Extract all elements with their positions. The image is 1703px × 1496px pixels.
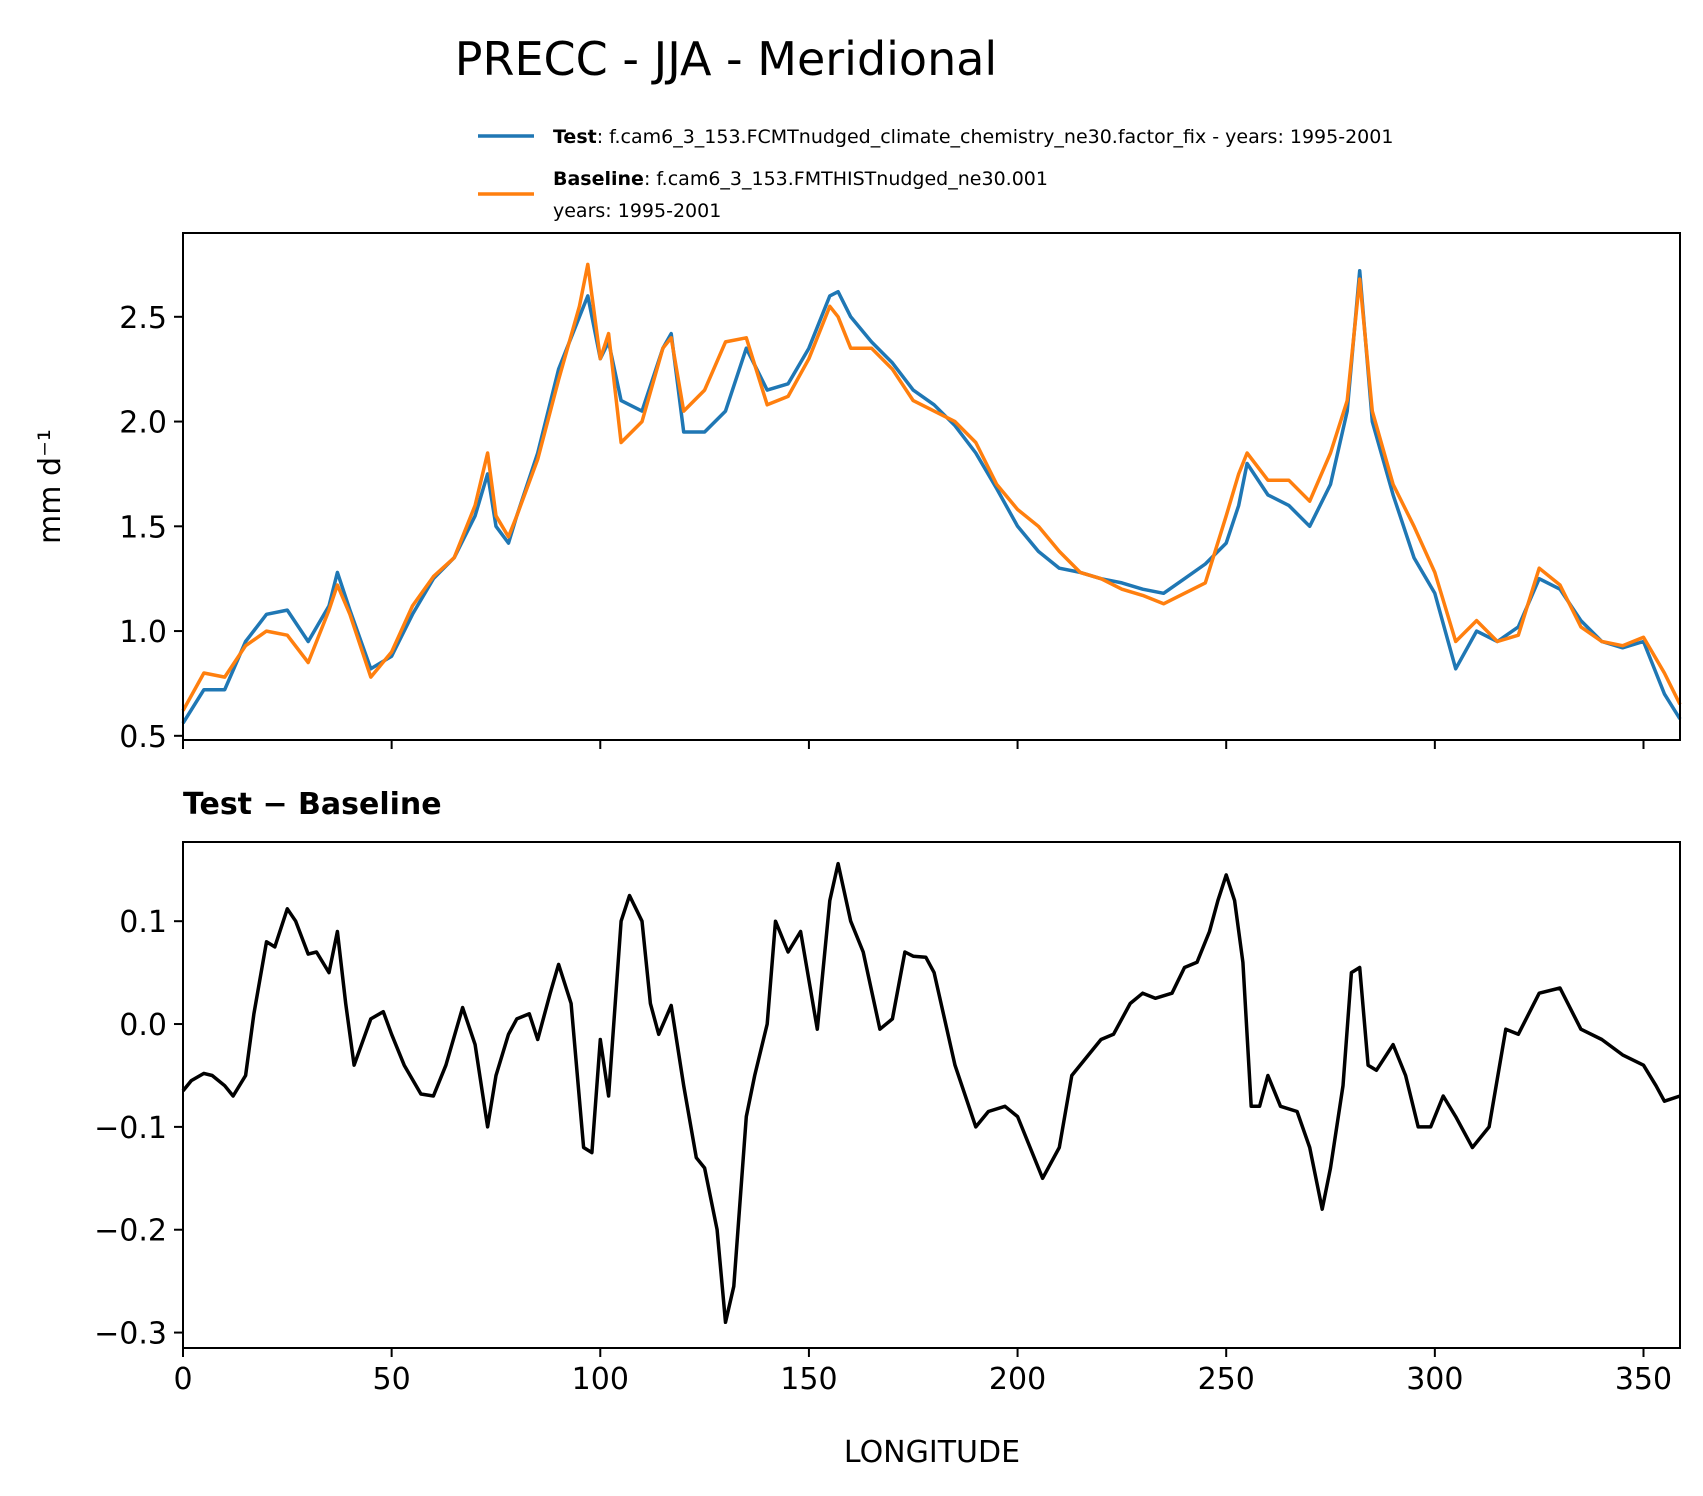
- y-tick-label: −0.2: [94, 1214, 167, 1249]
- y-tick-label: −0.3: [94, 1317, 167, 1352]
- series-line-test: [181, 268, 1682, 725]
- plot-frame: [182, 841, 1681, 1349]
- legend-entry-baseline: Baseline: f.cam6_3_153.FMTHISTnudged_ne3…: [553, 168, 1048, 190]
- top-panel: 0.5 1.0 1.5 2.0 2.5 mm d⁻¹: [33, 232, 1682, 755]
- legend: Test: f.cam6_3_153.FCMTnudged_climate_ch…: [478, 126, 1393, 222]
- y-tick-label: 1.5: [119, 510, 167, 545]
- y-tick-label: −0.1: [94, 1111, 167, 1146]
- x-axis-label: LONGITUDE: [844, 1435, 1020, 1470]
- x-tick-label: 100: [572, 1362, 629, 1397]
- x-tick-label: 300: [1406, 1362, 1463, 1397]
- bottom-panel-title: Test − Baseline: [183, 787, 442, 822]
- y-tick-label: 2.5: [119, 301, 167, 336]
- y-tick-label: 0.1: [119, 905, 167, 940]
- y-tick-label: 2.0: [119, 406, 167, 441]
- bottom-panel: 0 50 100 150 200 250 300 350 −0.3 −0.2 −0.1 0.0 0.1: [94, 841, 1681, 1397]
- x-tick-label: 250: [1198, 1362, 1255, 1397]
- x-tick-label: 350: [1615, 1362, 1672, 1397]
- y-tick-label: 0.0: [119, 1008, 167, 1043]
- series-line-baseline: [181, 262, 1682, 712]
- figure-title: PRECC - JJA - Meridional: [455, 32, 997, 86]
- series-line-difference: [181, 861, 1681, 1325]
- legend-entry-baseline-line2: years: 1995-2001: [553, 200, 721, 222]
- y-tick-label: 0.5: [119, 720, 167, 755]
- plot-frame: [182, 232, 1681, 741]
- y-tick-label: 1.0: [119, 615, 167, 650]
- x-tick-label: 0: [173, 1362, 192, 1397]
- legend-entry-test: Test: f.cam6_3_153.FCMTnudged_climate_ch…: [553, 126, 1393, 148]
- x-tick-label: 200: [989, 1362, 1046, 1397]
- x-tick-label: 150: [780, 1362, 837, 1397]
- y-axis-label: mm d⁻¹: [33, 429, 68, 544]
- x-tick-label: 50: [373, 1362, 411, 1397]
